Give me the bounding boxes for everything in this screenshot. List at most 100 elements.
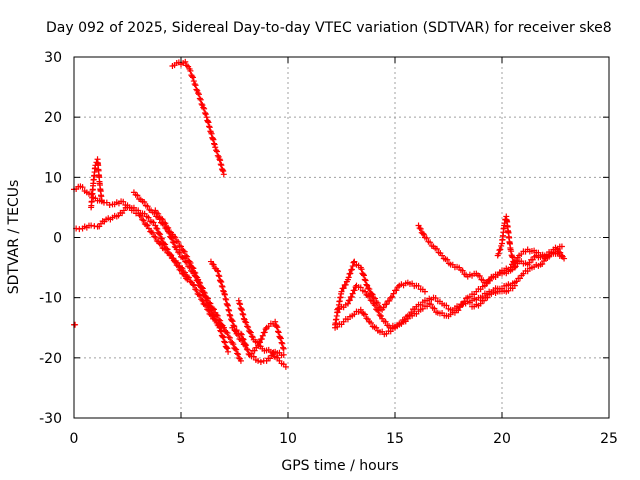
data-point [216,156,223,163]
data-point [476,273,483,280]
data-point [243,319,250,326]
data-point [539,260,546,267]
data-point [382,318,389,325]
data-point [247,329,254,336]
data-point [243,342,250,349]
data-point [351,287,358,294]
data-point [238,306,245,313]
data-point [236,300,243,307]
data-point [240,336,247,343]
data-point [427,239,434,246]
data-point [192,82,199,89]
data-point [484,294,491,301]
data-point [242,341,249,348]
data-point [211,306,218,313]
data-point [233,327,240,334]
data-point [193,86,200,93]
data-point [558,243,565,250]
data-point [246,328,253,335]
data-point [230,341,237,348]
data-point [372,295,379,302]
series-trace-b [73,204,227,331]
data-point [190,265,197,272]
data-point [248,333,255,340]
data-point [348,266,355,273]
data-point [415,222,422,229]
data-point [374,307,381,314]
y-tick-label: 10 [44,170,62,186]
series-trace-early-high [169,58,227,178]
data-point [347,270,354,277]
x-tick-label: 15 [386,431,404,447]
data-point [261,329,268,336]
data-point [237,357,244,364]
data-point [215,268,222,275]
data-point [214,312,221,319]
data-point [208,130,215,137]
data-point [223,329,230,336]
data-point [351,258,358,265]
data-point [217,317,224,324]
data-point [147,228,154,235]
data-point [195,276,202,283]
data-point [361,276,368,283]
data-point [380,304,387,311]
data-point [363,281,370,288]
data-point [244,323,251,330]
data-point [419,230,426,237]
data-point [217,157,224,164]
data-point [362,311,369,318]
data-point [272,318,279,325]
data-point [417,225,424,232]
series-trace-j [334,249,565,331]
data-point [256,339,263,346]
data-point [211,141,218,148]
data-point [186,274,193,281]
data-point [362,277,369,284]
y-axis-label: SDTVAR / TECUs [6,180,22,295]
data-point [216,273,223,280]
data-point [139,216,146,223]
data-point [220,171,227,178]
data-point [280,345,287,352]
data-point [200,289,207,296]
data-point [149,229,156,236]
data-point [387,294,394,301]
data-point [371,302,378,309]
data-point [360,272,367,279]
data-point [162,246,169,253]
data-point [540,257,547,264]
data-point [497,246,504,253]
data-point [375,308,382,315]
data-point [513,278,520,285]
data-point [555,248,562,255]
data-point [201,290,208,297]
data-point [495,250,502,257]
data-point [209,305,216,312]
data-point [357,306,364,313]
data-point [373,324,380,331]
data-point [196,279,203,286]
data-point [134,192,141,199]
data-point [145,225,152,232]
data-point [195,90,202,97]
data-point [238,307,245,314]
data-point [195,91,202,98]
data-point [275,329,282,336]
data-point [187,259,194,266]
data-point [268,352,275,359]
y-tick-label: 0 [53,231,62,247]
data-point [240,311,247,318]
data-point [274,324,281,331]
data-point [158,235,165,242]
data-point [178,264,184,271]
data-point [220,324,227,331]
x-tick-label: 10 [279,431,297,447]
data-point [496,247,503,254]
data-point [214,152,221,159]
data-point [275,328,282,335]
data-point [178,243,184,250]
data-point [179,265,186,272]
x-tick-label: 20 [493,431,511,447]
